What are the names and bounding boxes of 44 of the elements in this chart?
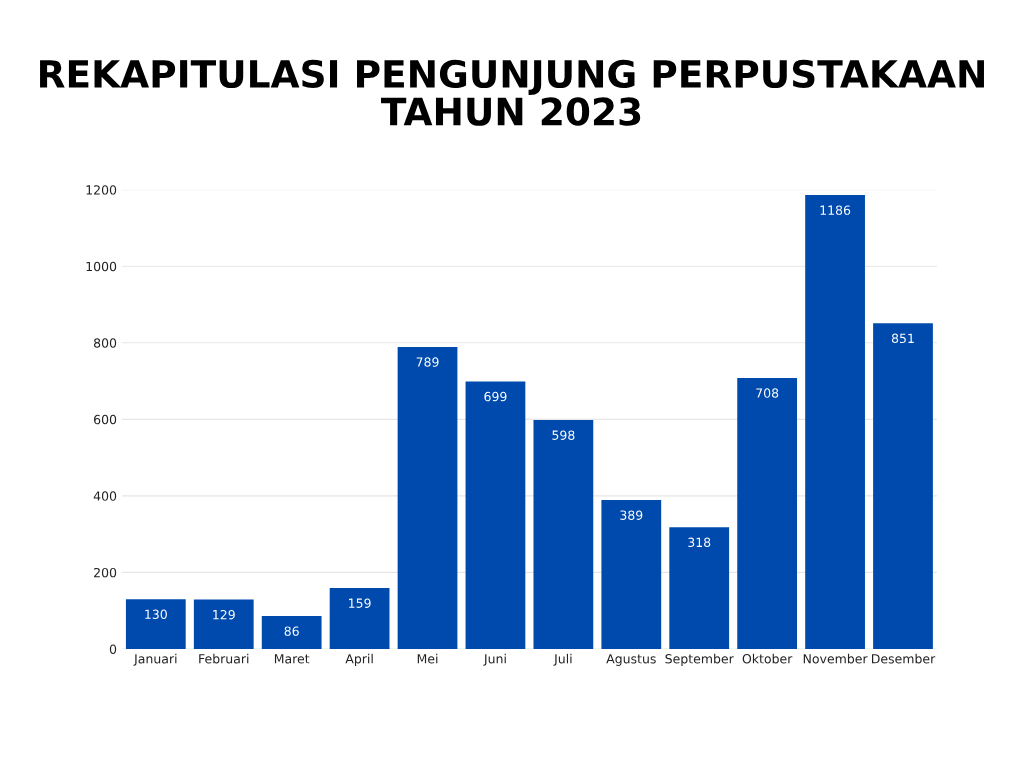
x-tick-label: April bbox=[345, 653, 373, 666]
bar bbox=[873, 323, 933, 649]
x-tick-label: Desember bbox=[871, 653, 936, 664]
bar bbox=[465, 381, 526, 649]
data-label: 598 bbox=[552, 430, 575, 440]
data-label: 789 bbox=[416, 357, 439, 367]
x-tick-label: Februari bbox=[199, 653, 249, 664]
bar bbox=[125, 599, 186, 649]
data-label: 86 bbox=[284, 626, 299, 636]
data-label: 318 bbox=[688, 537, 711, 548]
data-label: 699 bbox=[484, 391, 507, 402]
bar bbox=[397, 346, 458, 649]
x-tick-label: Januari bbox=[133, 653, 177, 666]
x-tick-label: September bbox=[665, 653, 734, 666]
y-tick-label: 800 bbox=[93, 338, 117, 348]
bar bbox=[805, 195, 865, 649]
bar bbox=[261, 616, 322, 649]
data-label: 159 bbox=[349, 598, 371, 608]
chart-title: REKAPITULASI PENGUNJUNG PERPUSTAKAAN TAHUN 2023 bbox=[40, 59, 984, 126]
x-tick-label: Agustus bbox=[606, 654, 656, 666]
data-label: 1186 bbox=[820, 205, 851, 215]
data-label: 130 bbox=[145, 609, 167, 620]
x-tick-label: November bbox=[803, 653, 868, 664]
bar bbox=[533, 420, 594, 649]
x-tick-label: Oktober bbox=[742, 653, 793, 664]
bar bbox=[737, 377, 798, 649]
bar bbox=[601, 500, 662, 649]
y-tick-label: 1000 bbox=[86, 261, 117, 272]
bar bbox=[329, 588, 390, 649]
data-label: 129 bbox=[213, 609, 235, 620]
x-tick-label: Juli bbox=[553, 653, 572, 666]
y-tick-label: 400 bbox=[93, 491, 117, 501]
y-tick-label: 200 bbox=[94, 567, 117, 578]
bar bbox=[669, 527, 730, 649]
data-label: 851 bbox=[891, 333, 914, 344]
y-tick-label: 0 bbox=[109, 644, 117, 654]
x-tick-label: Mei bbox=[417, 653, 438, 664]
y-tick-label: 1200 bbox=[86, 185, 117, 195]
data-label: 389 bbox=[620, 510, 643, 520]
bar bbox=[193, 599, 254, 649]
x-tick-label: Maret bbox=[274, 654, 310, 664]
x-tick-label: Juni bbox=[483, 653, 506, 666]
y-tick-label: 600 bbox=[94, 414, 117, 425]
data-label: 708 bbox=[756, 388, 779, 398]
